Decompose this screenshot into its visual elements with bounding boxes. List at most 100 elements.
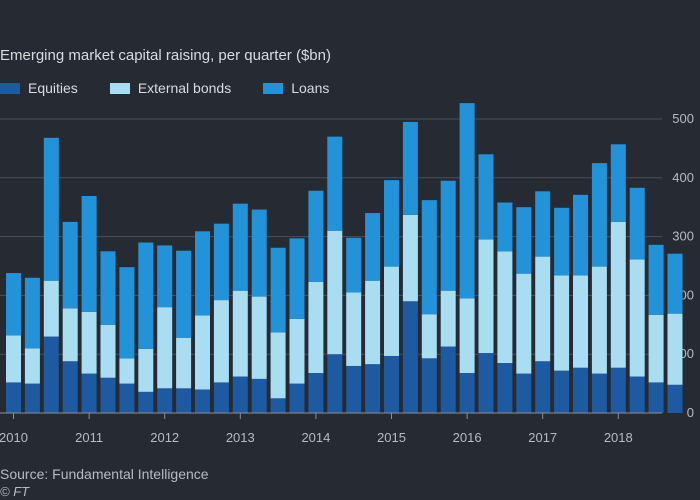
y-tick-label-0: 0 (687, 405, 694, 420)
bar-loans-19 (365, 213, 381, 281)
bar-equities-2 (43, 336, 59, 413)
bar-external-bonds-31 (591, 266, 607, 374)
copyright-note: © FT (0, 484, 30, 499)
legend-swatch-equities (0, 82, 20, 94)
bar-loans-3 (62, 221, 78, 309)
bar-external-bonds-21 (402, 214, 418, 302)
bar-loans-13 (251, 209, 267, 297)
bar-loans-26 (497, 202, 513, 252)
bar-external-bonds-0 (6, 335, 21, 383)
x-tick-label-2015: 2015 (377, 430, 406, 445)
bar-loans-0 (6, 273, 21, 336)
legend-swatch-loans (263, 82, 284, 94)
bar-external-bonds-28 (535, 256, 551, 362)
bar-equities-10 (195, 389, 210, 413)
x-tick-label-2012: 2012 (150, 430, 179, 445)
bar-loans-10 (195, 231, 210, 316)
bar-loans-16 (308, 190, 324, 282)
bar-loans-11 (213, 223, 229, 301)
bar-external-bonds-16 (308, 281, 324, 374)
bar-equities-30 (573, 367, 588, 413)
bar-loans-25 (478, 154, 494, 240)
bar-loans-23 (440, 180, 456, 291)
bar-equities-20 (384, 355, 399, 413)
bar-equities-1 (24, 383, 40, 413)
bar-external-bonds-7 (138, 348, 154, 392)
bar-equities-29 (554, 370, 570, 413)
bar-equities-5 (100, 377, 116, 413)
legend-label-equities: Equities (28, 80, 78, 96)
bar-external-bonds-14 (270, 332, 286, 399)
bar-external-bonds-25 (478, 239, 494, 354)
bar-equities-32 (610, 367, 626, 413)
bar-equities-25 (478, 353, 494, 413)
chart-title: Emerging market capital raising, per qua… (0, 47, 331, 64)
bar-loans-14 (270, 247, 286, 333)
bar-loans-21 (402, 121, 418, 215)
bar-equities-11 (213, 382, 229, 413)
bar-loans-34 (648, 244, 664, 315)
bar-loans-31 (591, 163, 607, 267)
bar-equities-18 (346, 365, 362, 413)
bar-external-bonds-33 (629, 259, 645, 377)
bar-external-bonds-4 (81, 311, 97, 374)
bar-external-bonds-6 (119, 358, 135, 384)
bar-external-bonds-9 (176, 337, 192, 389)
legend-swatch-external-bonds (109, 82, 130, 94)
bar-equities-26 (497, 363, 513, 413)
bar-equities-0 (6, 382, 21, 413)
bar-equities-3 (62, 361, 78, 413)
bar-external-bonds-34 (648, 314, 664, 383)
bar-equities-8 (157, 388, 173, 413)
bar-loans-6 (119, 267, 135, 359)
bar-equities-17 (327, 354, 343, 413)
bar-external-bonds-22 (421, 314, 437, 359)
bar-equities-19 (365, 364, 381, 413)
bar-external-bonds-30 (573, 275, 588, 368)
bar-equities-13 (251, 378, 267, 413)
bar-loans-32 (610, 144, 626, 222)
bar-equities-21 (402, 301, 418, 413)
bar-loans-1 (24, 277, 40, 349)
bar-loans-20 (384, 180, 399, 267)
bar-loans-33 (629, 187, 645, 260)
bar-loans-7 (138, 242, 154, 349)
bar-loans-5 (100, 251, 116, 325)
bar-loans-8 (157, 245, 173, 308)
bar-loans-28 (535, 191, 551, 257)
x-tick-label-2017: 2017 (528, 430, 557, 445)
x-tick-label-2013: 2013 (226, 430, 255, 445)
bar-external-bonds-26 (497, 251, 513, 364)
bar-loans-9 (176, 250, 192, 338)
bar-external-bonds-19 (365, 280, 381, 365)
bar-external-bonds-8 (157, 307, 173, 389)
bar-external-bonds-13 (251, 296, 267, 379)
bar-external-bonds-32 (610, 221, 626, 368)
bar-loans-24 (459, 103, 475, 299)
bar-equities-15 (289, 383, 305, 413)
y-tick-label-300: 300 (672, 229, 694, 244)
bar-equities-7 (138, 391, 154, 413)
bar-external-bonds-24 (459, 298, 475, 374)
x-tick-label-2014: 2014 (301, 430, 330, 445)
bar-external-bonds-3 (62, 308, 78, 362)
x-tick-label-2016: 2016 (453, 430, 482, 445)
bar-equities-23 (440, 346, 456, 413)
bar-external-bonds-1 (24, 348, 40, 384)
legend-item-equities: Equities (0, 80, 78, 96)
bar-loans-27 (516, 207, 532, 274)
bar-external-bonds-5 (100, 324, 116, 378)
bar-loans-29 (554, 207, 570, 276)
legend-label-loans: Loans (291, 80, 330, 96)
bar-external-bonds-27 (516, 273, 532, 374)
x-tick-label-2010: 2010 (0, 430, 28, 445)
x-tick-label-2018: 2018 (604, 430, 633, 445)
bar-external-bonds-15 (289, 318, 305, 384)
bar-external-bonds-10 (195, 315, 210, 390)
bar-equities-34 (648, 382, 664, 413)
bar-loans-4 (81, 196, 97, 312)
legend-item-external-bonds: External bonds (109, 80, 231, 96)
bar-equities-16 (308, 373, 324, 413)
y-tick-label-400: 400 (672, 170, 694, 185)
